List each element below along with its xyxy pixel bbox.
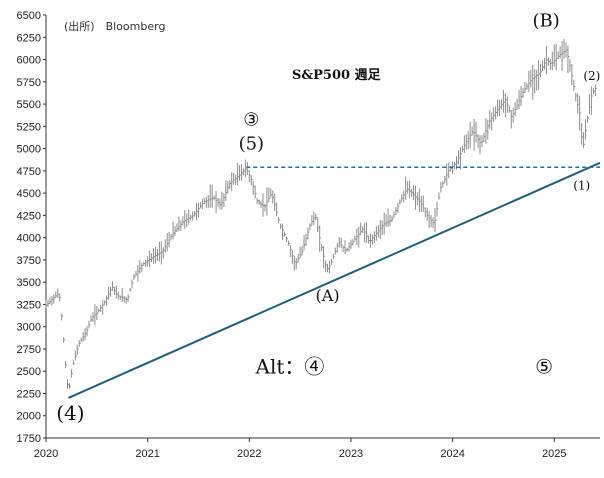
wave-label: (2)	[583, 69, 600, 83]
wave-label: Alt：④	[255, 354, 325, 378]
y-tick-label: 5500	[17, 99, 41, 111]
y-tick-label: 6000	[17, 55, 41, 67]
x-tick-label: 2021	[135, 448, 159, 460]
y-tick-label: 5000	[17, 144, 41, 156]
x-tick-label: 2022	[237, 448, 261, 460]
source-label: (出所) Bloomberg	[64, 19, 165, 33]
y-tick-label: 5250	[17, 121, 41, 133]
y-tick-label: 3250	[17, 299, 41, 311]
y-tick-label: 5750	[17, 77, 41, 89]
wave-label: (5)	[239, 133, 265, 154]
y-tick-label: 4000	[17, 233, 41, 245]
y-tick-label: 3500	[17, 277, 41, 289]
y-tick-label: 4750	[17, 166, 41, 178]
y-tick-label: 6500	[17, 10, 41, 22]
x-tick-label: 2020	[34, 448, 58, 460]
y-tick-label: 3000	[17, 322, 41, 334]
trendline	[67, 161, 601, 399]
y-tick-label: 4500	[17, 188, 41, 200]
y-tick-label: 2750	[17, 344, 41, 356]
wave-label: (1)	[573, 179, 590, 193]
x-tick-label: 2025	[542, 448, 566, 460]
y-tick-label: 1750	[17, 433, 41, 445]
wave-label: (B)	[532, 11, 559, 32]
wave-label: (4)	[56, 401, 84, 425]
y-tick-label: 2250	[17, 388, 41, 400]
y-tick-label: 4250	[17, 210, 41, 222]
x-tick-label: 2023	[339, 448, 363, 460]
wave-label: ⑤	[535, 354, 553, 378]
wave-label: (A)	[316, 286, 340, 305]
chart-title: S&P500 週足	[292, 68, 382, 83]
y-tick-label: 2500	[17, 366, 41, 378]
wave-label: ③	[243, 109, 259, 130]
y-tick-label: 3750	[17, 255, 41, 267]
y-tick-label: 6250	[17, 32, 41, 44]
x-tick-label: 2024	[440, 448, 464, 460]
y-tick-label: 2000	[17, 411, 41, 423]
